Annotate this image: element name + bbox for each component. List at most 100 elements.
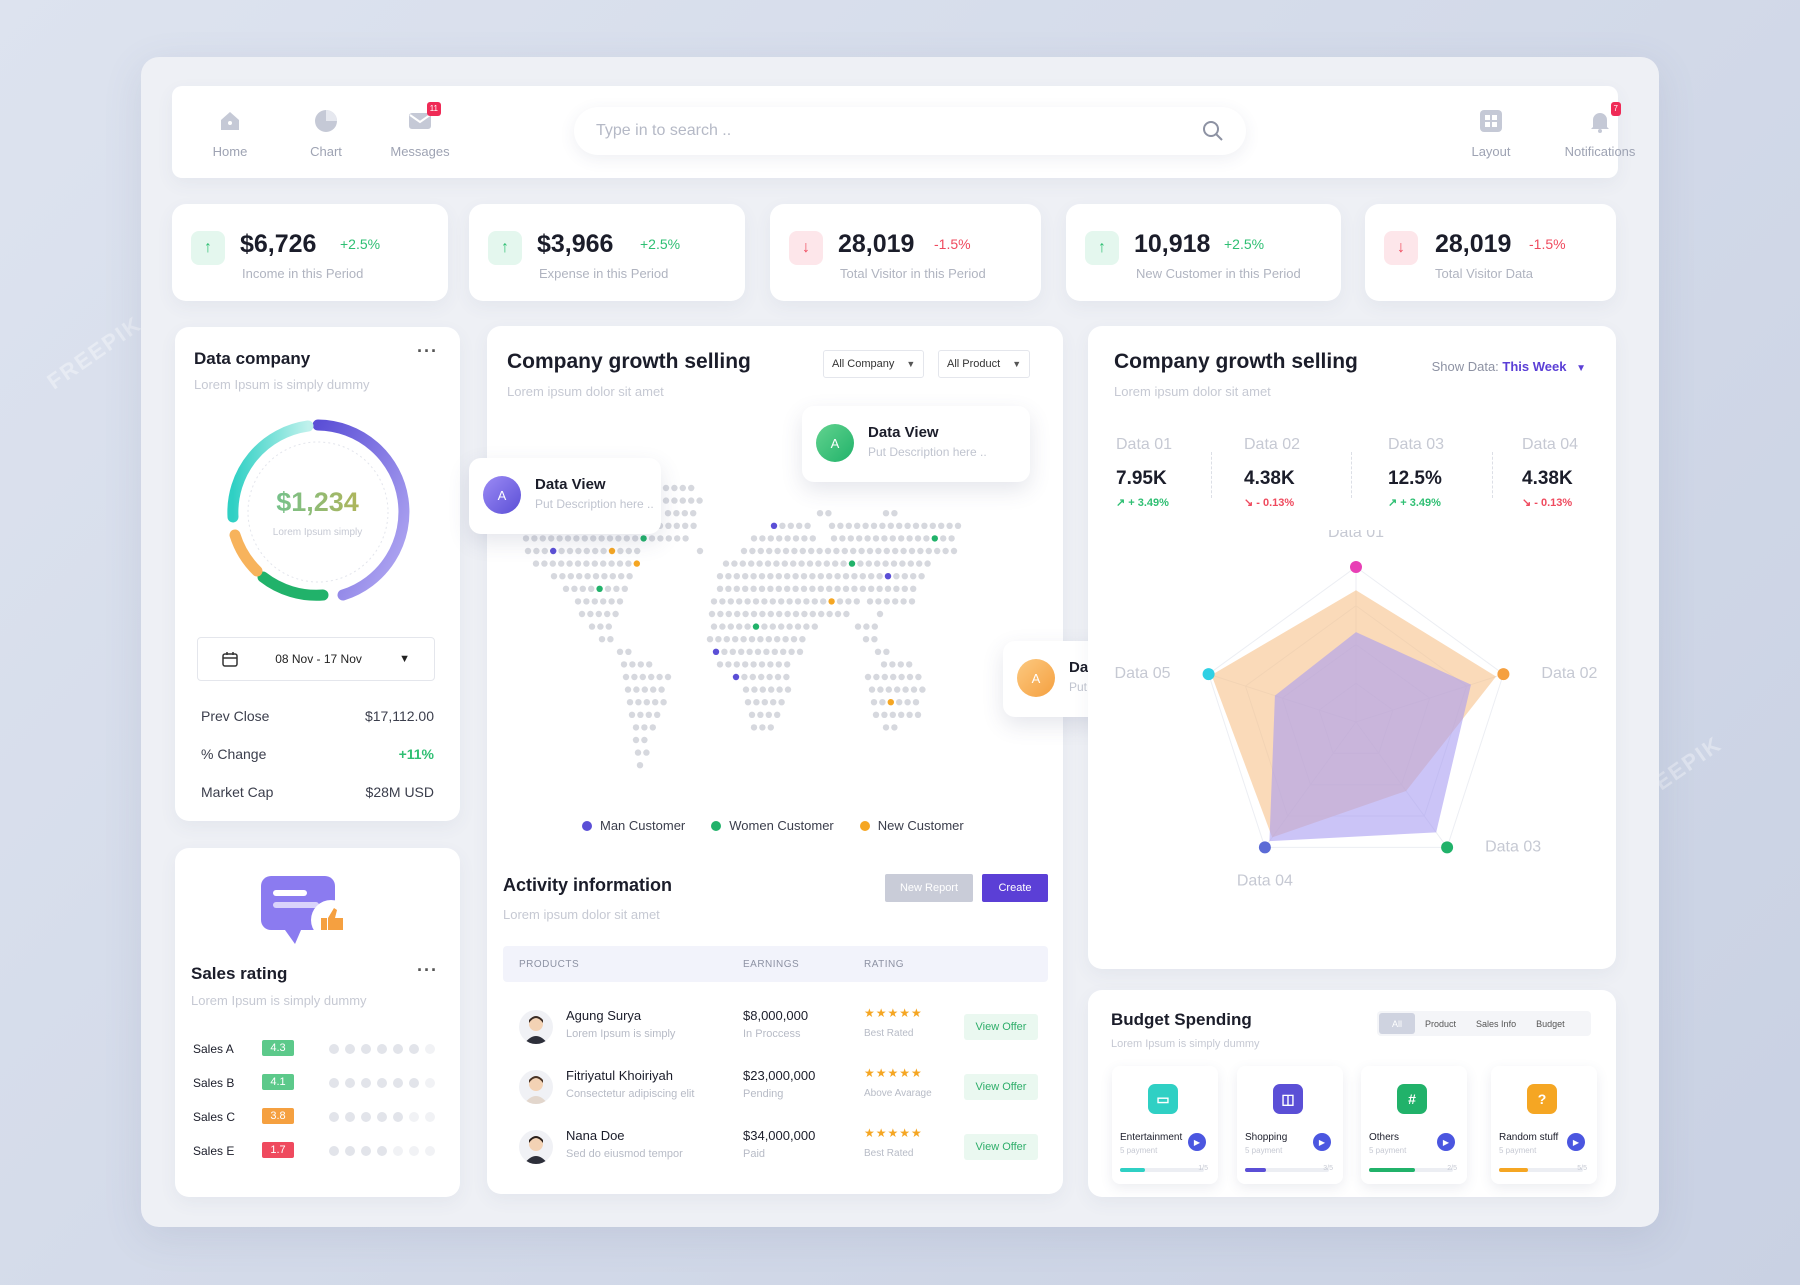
budget-item-card[interactable]: ▭ Entertainment 5 payment ▶ 1/5 <box>1112 1066 1218 1184</box>
map-dot <box>799 636 806 643</box>
search-input[interactable] <box>596 122 1156 140</box>
map-dot <box>766 673 773 681</box>
map-dot <box>780 648 787 655</box>
map-dot <box>907 560 914 567</box>
map-dot <box>826 573 833 580</box>
search-icon[interactable] <box>1202 120 1224 142</box>
map-dot <box>573 535 580 542</box>
new-report-button[interactable]: New Report <box>885 874 973 902</box>
earning-status: Pending <box>743 1088 784 1100</box>
map-dot <box>914 711 922 718</box>
budget-item-card[interactable]: ◫ Shopping 5 payment ▶ 3/5 <box>1237 1066 1343 1184</box>
tab-sales-info[interactable]: Sales Info <box>1476 1018 1517 1029</box>
map-dot <box>600 598 607 605</box>
nav-messages[interactable]: 11 Messages <box>380 86 460 178</box>
play-icon[interactable]: ▶ <box>1188 1133 1206 1151</box>
nav-home[interactable]: Home <box>190 86 270 178</box>
product-filter-select[interactable]: All Product ▼ <box>938 350 1031 378</box>
rating-text: Above Avarage <box>864 1088 932 1099</box>
map-dot <box>562 585 570 592</box>
map-dot <box>662 484 670 492</box>
tab-budget[interactable]: Budget <box>1536 1018 1565 1029</box>
tab-all[interactable]: All <box>1379 1013 1416 1034</box>
map-dot <box>868 585 875 592</box>
map-dot <box>637 661 644 668</box>
map-dot <box>915 673 922 681</box>
play-icon[interactable]: ▶ <box>1567 1133 1585 1151</box>
map-dot <box>598 535 605 542</box>
map-dot <box>786 623 793 630</box>
more-options-icon[interactable]: ··· <box>417 341 438 361</box>
nav-notifications[interactable]: 7 Notifications <box>1552 86 1648 178</box>
map-dot <box>870 699 878 706</box>
map-dot <box>893 585 900 592</box>
map-dot <box>817 573 824 580</box>
budget-fraction: 3/5 <box>1323 1165 1333 1172</box>
map-dot <box>750 585 757 592</box>
budget-item-card[interactable]: ? Random stuff 5 payment ▶ 5/5 <box>1491 1066 1597 1184</box>
map-dot <box>742 610 749 618</box>
map-dot <box>781 560 788 567</box>
map-dot <box>588 623 596 630</box>
map-dot <box>766 547 773 555</box>
budget-name: Shopping <box>1245 1132 1288 1143</box>
map-dot <box>662 497 670 504</box>
map-dot <box>696 547 704 555</box>
select-value: All Company <box>832 358 895 370</box>
map-dot <box>625 560 632 567</box>
gauge-caption: Lorem Ipsum simply <box>272 527 363 538</box>
map-dot <box>657 535 664 542</box>
map-dot <box>866 598 874 605</box>
map-dot <box>876 610 884 618</box>
view-offer-button[interactable]: View Offer <box>964 1134 1038 1160</box>
map-dot <box>836 598 844 605</box>
rating-score: 3.8 <box>262 1108 294 1124</box>
tab-product[interactable]: Product <box>1425 1018 1457 1029</box>
map-dot <box>809 535 816 542</box>
map-dot <box>847 535 854 542</box>
map-dot <box>539 535 546 542</box>
divider <box>1492 452 1493 498</box>
play-icon[interactable]: ▶ <box>1313 1133 1331 1151</box>
map-dot <box>751 686 758 693</box>
map-dot <box>607 636 614 643</box>
nav-chart[interactable]: Chart <box>286 86 366 178</box>
map-dot <box>775 661 782 668</box>
divider <box>1351 452 1352 498</box>
map-dot <box>612 610 619 618</box>
show-data-select[interactable]: Show Data: This Week ▼ <box>1432 359 1586 374</box>
date-range-picker[interactable]: 08 Nov - 17 Nov ▼ <box>197 637 435 681</box>
map-dot <box>854 623 862 630</box>
map-dot <box>725 573 732 580</box>
map-dot <box>674 535 681 542</box>
radar-chart: Data 01 Data 02 Data 03 Data 04 Data 05 <box>1115 530 1598 889</box>
budget-item-card[interactable]: # Others 5 payment ▶ 2/5 <box>1361 1066 1467 1184</box>
map-dot <box>921 522 928 529</box>
map-dot <box>750 724 758 731</box>
play-icon[interactable]: ▶ <box>1437 1133 1455 1151</box>
map-dot <box>716 585 724 592</box>
map-dot <box>665 522 672 529</box>
map-dot <box>902 686 909 693</box>
more-options-icon[interactable]: ··· <box>417 960 438 980</box>
nav-layout[interactable]: Layout <box>1451 86 1531 178</box>
map-dot <box>758 673 765 681</box>
view-offer-button[interactable]: View Offer <box>964 1014 1038 1040</box>
map-dot <box>881 673 888 681</box>
create-button[interactable]: Create <box>982 874 1048 902</box>
map-dot <box>890 673 897 681</box>
map-dot <box>917 547 924 555</box>
table-header: PRODUCTS EARNINGS RATING <box>503 946 1048 982</box>
map-dot <box>924 560 931 567</box>
company-filter-select[interactable]: All Company ▼ <box>823 350 925 378</box>
map-dot <box>856 535 863 542</box>
map-dot <box>618 573 625 580</box>
stat-value: $3,966 <box>537 230 614 258</box>
map-dot <box>815 560 822 567</box>
radar-grid <box>1207 566 1505 848</box>
map-dot <box>716 661 724 668</box>
map-dot <box>681 510 688 517</box>
map-dot <box>634 547 641 555</box>
customer-name: Nana Doe <box>566 1128 625 1143</box>
view-offer-button[interactable]: View Offer <box>964 1074 1038 1100</box>
